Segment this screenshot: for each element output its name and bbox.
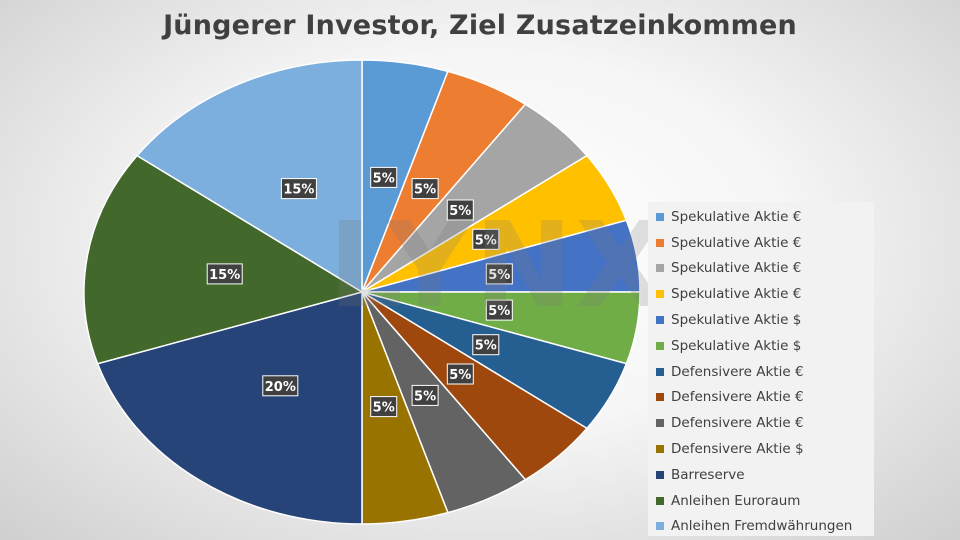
svg-text:5%: 5% <box>414 389 436 404</box>
legend-entry: Defensivere Aktie € <box>656 410 874 436</box>
legend-label: Anleihen Fremdwährungen <box>671 518 853 535</box>
legend-label: Spekulative Aktie $ <box>671 312 802 329</box>
data-label: 5% <box>411 178 439 200</box>
data-label: 5% <box>446 199 474 221</box>
data-label: 5% <box>411 384 439 406</box>
legend-entry: Spekulative Aktie € <box>656 281 874 307</box>
legend-label: Spekulative Aktie € <box>671 260 802 277</box>
legend-entry: Defensivere Aktie € <box>656 385 874 411</box>
legend-label: Spekulative Aktie € <box>671 234 802 251</box>
data-label: 15% <box>206 263 243 285</box>
legend-swatch <box>656 341 664 350</box>
svg-text:5%: 5% <box>488 268 510 283</box>
legend-entry: Anleihen Fremdwährungen <box>656 514 874 540</box>
svg-text:20%: 20% <box>265 380 296 395</box>
svg-text:5%: 5% <box>488 304 510 319</box>
data-label: 20% <box>262 375 299 397</box>
svg-text:5%: 5% <box>449 204 471 219</box>
legend-label: Anleihen Euroraum <box>671 492 801 509</box>
svg-text:5%: 5% <box>475 339 497 354</box>
legend-swatch <box>656 419 664 428</box>
svg-text:5%: 5% <box>475 233 497 248</box>
data-label: 5% <box>370 166 398 188</box>
svg-text:15%: 15% <box>283 183 314 198</box>
legend-swatch <box>656 290 664 299</box>
svg-text:15%: 15% <box>209 268 240 283</box>
legend-swatch <box>656 445 664 454</box>
legend-entry: Spekulative Aktie € <box>656 230 874 256</box>
legend-entry: Spekulative Aktie € <box>656 256 874 282</box>
legend-swatch <box>656 496 664 505</box>
legend-entry: Defensivere Aktie $ <box>656 436 874 462</box>
chart-title: Jüngerer Investor, Ziel Zusatzeinkommen <box>163 10 797 41</box>
chart-legend: Spekulative Aktie € Spekulative Aktie € Sp… <box>648 202 874 536</box>
legend-entry: Spekulative Aktie € <box>656 204 874 230</box>
legend-entry: Spekulative Aktie $ <box>656 333 874 359</box>
legend-label: Spekulative Aktie $ <box>671 337 802 354</box>
legend-swatch <box>656 238 664 247</box>
legend-entry: Barreserve <box>656 462 874 488</box>
legend-entry: Anleihen Euroraum <box>656 488 874 514</box>
data-label: 5% <box>446 363 474 385</box>
legend-swatch <box>656 522 664 531</box>
data-label: 15% <box>280 178 317 200</box>
svg-text:5%: 5% <box>373 171 395 186</box>
pie-slice <box>96 291 363 525</box>
legend-swatch <box>656 470 664 479</box>
data-label: 5% <box>485 299 513 321</box>
legend-swatch <box>656 264 664 273</box>
svg-text:5%: 5% <box>373 401 395 416</box>
legend-label: Defensivere Aktie € <box>671 415 804 432</box>
legend-label: Defensivere Aktie € <box>671 363 804 380</box>
legend-label: Spekulative Aktie € <box>671 208 802 225</box>
data-label: 5% <box>370 396 398 418</box>
legend-entry: Defensivere Aktie € <box>656 359 874 385</box>
legend-swatch <box>656 367 664 376</box>
svg-text:5%: 5% <box>414 183 436 198</box>
legend-entry: Spekulative Aktie $ <box>656 307 874 333</box>
data-label: 5% <box>485 263 513 285</box>
pie-slice <box>135 59 363 294</box>
legend-label: Barreserve <box>671 466 745 483</box>
legend-swatch <box>656 316 664 325</box>
legend-label: Defensivere Aktie € <box>671 389 804 406</box>
data-label: 5% <box>472 228 500 250</box>
svg-text:5%: 5% <box>449 368 471 383</box>
legend-swatch <box>656 212 664 221</box>
legend-swatch <box>656 393 664 402</box>
legend-label: Spekulative Aktie € <box>671 286 802 303</box>
legend-label: Defensivere Aktie $ <box>671 441 804 458</box>
pie-slice <box>83 154 364 365</box>
data-label: 5% <box>472 334 500 356</box>
